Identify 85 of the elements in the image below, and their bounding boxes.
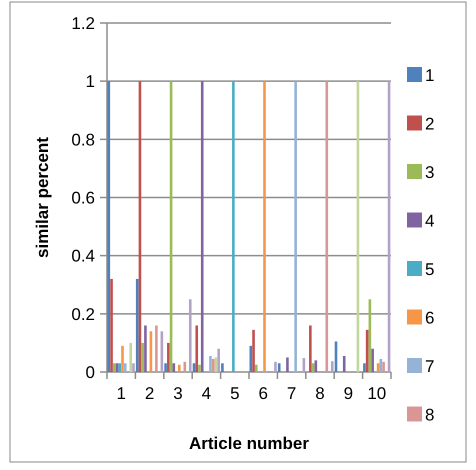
bar [366,330,368,372]
y-tick-label: 0.2 [71,304,95,324]
y-tick-label: 0.6 [71,188,95,208]
bar [170,81,172,372]
bar [155,325,158,372]
bar [167,342,170,372]
legend-label: 6 [425,308,434,328]
bar [388,81,390,372]
bar [380,358,382,372]
bar [356,81,360,372]
legend-label: 1 [425,66,434,85]
bar [195,325,198,372]
bar [325,81,328,372]
bar [108,81,110,372]
y-tick-label: 0 [86,362,95,382]
bar [274,362,277,372]
bar [116,363,118,372]
bar [164,363,167,372]
y-tick-label: 0.8 [71,130,95,150]
bar [212,358,214,372]
y-tick-label: 1 [86,72,95,92]
legend-label: 3 [425,162,434,182]
bar [132,363,135,372]
bar [144,325,147,372]
legend-label: 8 [425,405,434,424]
x-tick-label: 9 [344,384,354,403]
x-tick-label: 7 [286,384,296,403]
bar [252,330,255,372]
bar [136,278,139,372]
x-tick-label: 3 [173,384,183,403]
bar [118,363,122,372]
x-tick-label: 8 [315,384,325,403]
x-tick-label: 5 [230,384,240,403]
legend-label: 5 [425,260,434,279]
bar [188,299,192,372]
bar [314,360,318,372]
bar [138,81,142,372]
x-tick-label: 1 [116,384,126,403]
legend-label: 4 [425,211,434,230]
y-tick-label: 0.4 [71,246,95,266]
bar [124,363,127,372]
bar [209,356,212,372]
bar [363,363,366,372]
bar [250,346,252,372]
bar [286,357,289,372]
legend-label: 7 [425,356,434,376]
bar [382,362,385,372]
x-tick-label: 2 [144,384,154,403]
bar [200,81,204,372]
bar [254,364,258,372]
bar [371,348,374,372]
bar [294,81,297,372]
bar [368,299,372,372]
bar [263,81,266,372]
bar [172,363,176,372]
y-tick-label: 1.2 [71,14,95,33]
bar [221,363,224,372]
bar [183,362,186,372]
bar [121,346,124,372]
bar [214,357,218,372]
bar [198,364,201,372]
legend-label: 2 [425,114,434,134]
bar [334,341,338,372]
bar [160,331,164,372]
x-tick-label: 10 [367,384,386,403]
bar [309,325,312,372]
y-axis-title: similar percent [33,136,52,258]
x-axis-title: Article number [189,434,310,453]
bar [150,331,152,372]
bar [330,361,334,372]
x-tick-label: 6 [258,384,268,403]
bar [217,348,220,372]
bar [112,363,116,372]
bar [192,363,196,372]
bar [342,356,346,372]
bar [376,363,380,372]
bar [178,364,181,372]
bar [312,363,314,372]
bar [302,358,306,372]
bar [278,363,281,372]
bar [232,81,235,372]
bar [129,342,132,372]
x-tick-label: 4 [202,384,212,403]
bar [110,278,113,372]
bar [141,342,144,372]
